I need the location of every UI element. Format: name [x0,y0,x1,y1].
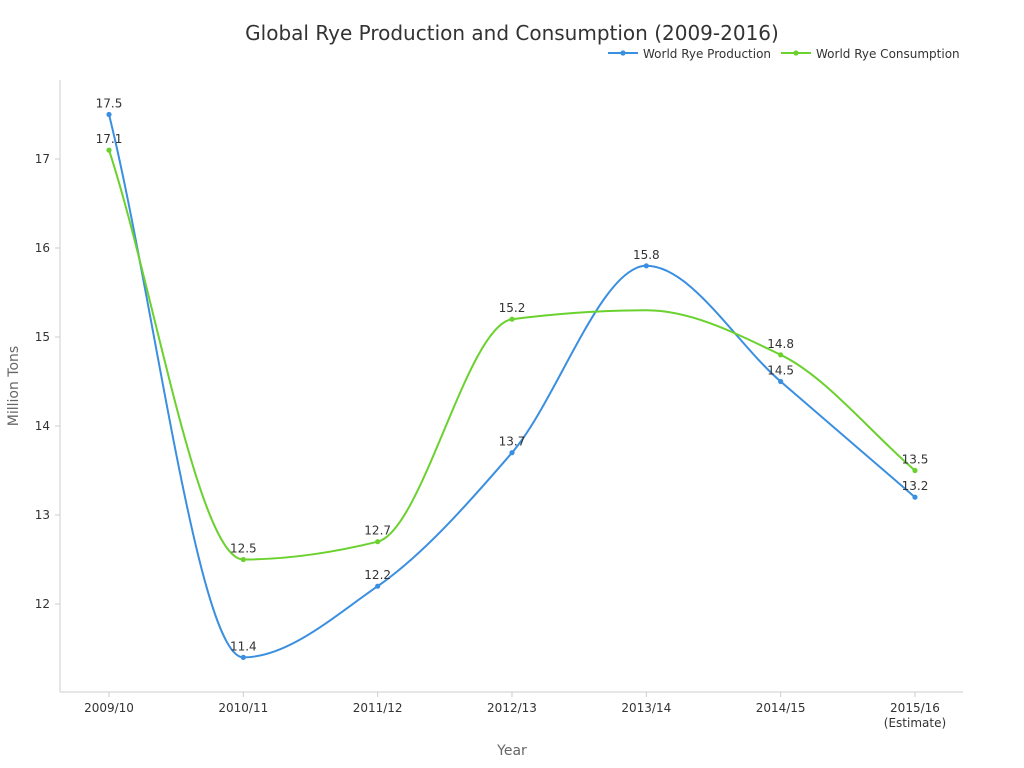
data-point-production [240,654,246,661]
data-point-consumption [240,556,246,563]
data-labels: 17.5 11.4 12.2 13.7 15.8 14.5 13.2 17.1 12.5 12.7… [96,97,929,654]
data-label-consumption: 13.5 [902,453,929,467]
x-axis-title: Year [496,743,527,759]
data-point-production [106,111,112,118]
data-point-consumption [106,147,112,153]
legend-production-label: World Rye Production [643,47,771,61]
x-ticks: 2009/10 2010/11 2011/12 2012/13 2013/14 2014/… [84,692,946,730]
data-label-consumption: 17.1 [96,132,123,146]
x-tick-label: 2012/13 [487,701,537,715]
data-point-consumption [509,316,515,322]
data-point-production [912,494,918,500]
data-label-consumption: 15.2 [499,301,526,315]
data-label-production: 13.2 [902,479,929,493]
data-label-production: 14.5 [767,364,794,378]
y-tick-label: 15 [35,330,50,344]
data-label-production: 12.2 [364,568,391,582]
y-tick-label: 16 [35,241,50,255]
x-tick-label: 2014/15 [756,701,806,715]
legend-consumption-marker [793,50,799,56]
legend-production-marker [620,50,626,56]
data-point-production [643,263,649,269]
x-tick-label: 2015/16 [890,701,940,715]
chart-title: Global Rye Production and Consumption (2… [245,21,779,45]
data-label-production: 17.5 [96,97,123,111]
y-axis-title: Million Tons [6,346,22,426]
series-layer [106,111,918,661]
data-point-production [375,583,381,589]
data-label-consumption: 12.5 [230,542,257,556]
x-tick-label: 2011/12 [353,701,403,715]
data-point-consumption [778,352,784,358]
series-line-production [108,114,916,659]
data-label-consumption: 14.8 [767,337,794,351]
data-label-production: 11.4 [230,639,257,653]
x-tick-label: 2009/10 [84,701,134,715]
x-tick-sublabel: (Estimate) [884,716,946,730]
x-tick-label: 2010/11 [218,701,268,715]
x-tick-label: 2013/14 [621,701,671,715]
data-label-consumption: 12.7 [364,524,391,538]
data-label-production: 13.7 [499,435,526,449]
y-ticks: 12 13 14 15 16 17 [35,152,60,611]
data-point-consumption [912,467,918,474]
data-point-production [509,450,515,456]
data-point-consumption [375,539,381,545]
y-tick-label: 17 [35,152,50,166]
data-point-production [778,378,784,385]
y-tick-label: 12 [35,597,50,611]
series-line-consumption [108,149,916,561]
y-tick-label: 14 [35,419,50,433]
legend: World Rye Production World Rye Consumpti… [608,47,960,61]
legend-consumption-label: World Rye Consumption [816,47,960,61]
y-tick-label: 13 [35,508,50,522]
data-label-production: 15.8 [633,248,660,262]
